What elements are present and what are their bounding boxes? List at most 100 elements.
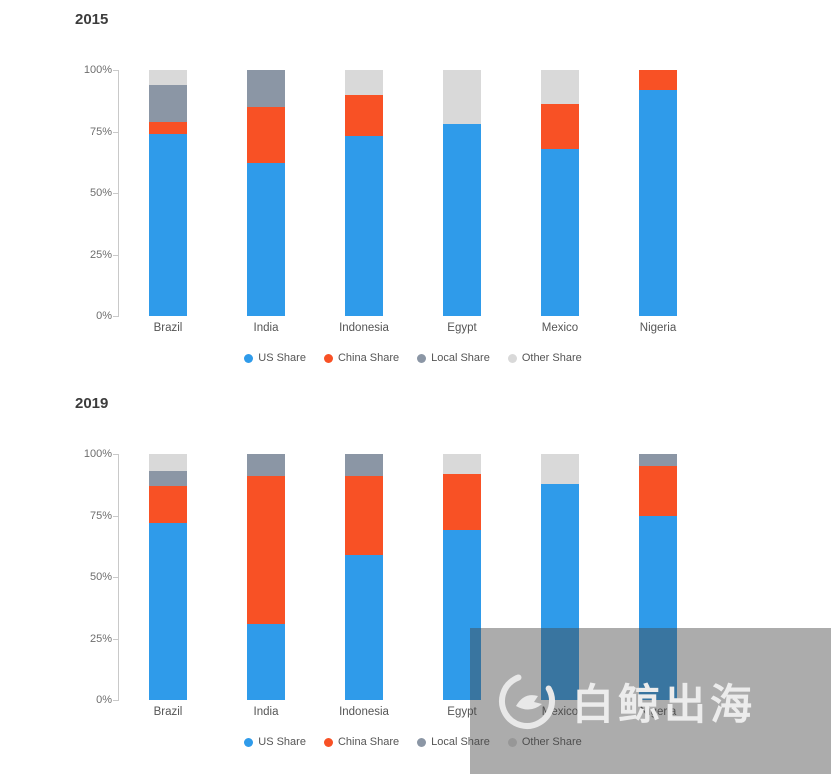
segment-local-share-nigeria[interactable]	[639, 454, 677, 467]
segment-china-share-indonesia[interactable]	[345, 94, 383, 137]
segment-other-share-mexico[interactable]	[541, 70, 579, 105]
legend-item-china-share[interactable]: China Share	[323, 352, 399, 364]
x-axis-label-egypt: Egypt	[447, 322, 477, 334]
segment-us-share-india[interactable]	[247, 623, 285, 700]
bar-brazil[interactable]	[149, 454, 187, 700]
chart-body: 100% 75% 50% 25% 0%	[75, 448, 707, 706]
x-axis-labels: Brazil India Indonesia Egypt Mexico Nigeria	[119, 706, 707, 718]
segment-china-share-indonesia[interactable]	[345, 476, 383, 555]
y-axis-label: 50%	[89, 187, 112, 199]
segment-us-share-mexico[interactable]	[541, 148, 579, 316]
x-axis-label-egypt: Egypt	[447, 706, 477, 718]
chart-body: 100% 75% 50% 25% 0%	[75, 64, 707, 322]
legend-item-us-share[interactable]: US Share	[244, 736, 306, 748]
bar-mexico[interactable]	[541, 70, 579, 316]
bar-slot	[413, 454, 511, 700]
segment-us-share-brazil[interactable]	[149, 133, 187, 316]
y-axis-label: 100%	[83, 448, 112, 460]
segment-other-share-mexico[interactable]	[541, 454, 579, 484]
segment-china-share-nigeria[interactable]	[639, 70, 677, 90]
segment-china-share-india[interactable]	[247, 106, 285, 164]
legend-label: Local Share	[431, 736, 490, 748]
segment-local-share-india[interactable]	[247, 70, 285, 107]
bar-india[interactable]	[247, 454, 285, 700]
segment-china-share-india[interactable]	[247, 476, 285, 624]
bar-slot	[315, 454, 413, 700]
segment-china-share-egypt[interactable]	[443, 473, 481, 531]
x-axis-label-brazil: Brazil	[153, 706, 183, 718]
bar-nigeria[interactable]	[639, 70, 677, 316]
legend-label: Local Share	[431, 352, 490, 364]
bar-slot	[217, 454, 315, 700]
bar-nigeria[interactable]	[639, 454, 677, 700]
y-axis: 100% 75% 50% 25% 0%	[75, 64, 118, 322]
segment-us-share-egypt[interactable]	[443, 530, 481, 700]
legend-item-local-share[interactable]: Local Share	[417, 736, 490, 748]
legend-item-other-share[interactable]: Other Share	[507, 736, 582, 748]
segment-other-share-brazil[interactable]	[149, 70, 187, 85]
legend-label: US Share	[258, 736, 306, 748]
legend-item-china-share[interactable]: China Share	[323, 736, 400, 748]
legend-dot-local-share	[417, 353, 427, 363]
y-axis-label: 0%	[96, 310, 112, 322]
axis-tick	[113, 638, 119, 640]
legend-item-us-share[interactable]: US Share	[244, 352, 306, 364]
bar-india[interactable]	[247, 70, 285, 316]
segment-us-share-egypt[interactable]	[443, 124, 481, 316]
whale-logo-icon	[499, 673, 555, 729]
bar-egypt[interactable]	[443, 454, 481, 700]
y-axis-label: 75%	[89, 509, 112, 522]
bar-mexico[interactable]	[541, 454, 579, 700]
y-axis-label: 25%	[89, 632, 112, 645]
x-axis-labels: Brazil India Indonesia Egypt Mexico Nigeria	[119, 322, 707, 334]
segment-other-share-egypt[interactable]	[443, 454, 481, 474]
bar-slot	[217, 70, 315, 316]
segment-us-share-nigeria[interactable]	[639, 515, 677, 700]
legend-label: China Share	[337, 736, 400, 748]
bar-slot	[609, 454, 707, 700]
segment-china-share-brazil[interactable]	[149, 121, 187, 134]
y-axis-label: 50%	[89, 571, 112, 583]
legend-item-local-share[interactable]: Local Share	[417, 352, 490, 364]
chart-2019: 2019 100% 75% 50% 25% 0% Brazil India Indonesi…	[0, 394, 831, 748]
segment-china-share-nigeria[interactable]	[639, 466, 677, 516]
segment-local-share-india[interactable]	[247, 454, 285, 477]
segment-china-share-brazil[interactable]	[149, 486, 187, 523]
segment-local-share-brazil[interactable]	[149, 84, 187, 122]
y-axis-label: 75%	[89, 125, 112, 138]
bar-egypt[interactable]	[443, 70, 481, 316]
legend-dot-other-share	[507, 353, 517, 363]
bar-slot	[119, 70, 217, 316]
x-axis-label-india: India	[253, 706, 279, 718]
plot-area	[113, 454, 707, 701]
segment-us-share-brazil[interactable]	[149, 522, 187, 700]
bar-slot	[511, 454, 609, 700]
segment-other-share-egypt[interactable]	[443, 70, 481, 125]
y-axis-label: 100%	[83, 64, 112, 76]
segment-us-share-nigeria[interactable]	[639, 89, 677, 316]
bar-slot	[315, 70, 413, 316]
axis-tick	[113, 515, 119, 517]
bar-indonesia[interactable]	[345, 454, 383, 700]
segment-other-share-brazil[interactable]	[149, 454, 187, 472]
axis-tick	[113, 454, 119, 455]
segment-us-share-mexico[interactable]	[541, 483, 579, 700]
legend-dot-china-share	[323, 737, 333, 747]
segment-us-share-india[interactable]	[247, 163, 285, 316]
legend-dot-us-share	[244, 353, 254, 363]
legend: US Share China Share Local Share Other Shar…	[119, 736, 707, 748]
segment-local-share-indonesia[interactable]	[345, 454, 383, 477]
bar-indonesia[interactable]	[345, 70, 383, 316]
x-axis-label-brazil: Brazil	[153, 322, 183, 334]
plot-area	[113, 70, 707, 317]
legend-item-other-share[interactable]: Other Share	[507, 352, 582, 364]
watermark-text: 白鲸出海	[572, 680, 757, 728]
segment-china-share-mexico[interactable]	[541, 104, 579, 149]
segment-local-share-brazil[interactable]	[149, 471, 187, 486]
segment-us-share-indonesia[interactable]	[345, 554, 383, 700]
segment-other-share-indonesia[interactable]	[345, 70, 383, 95]
chart-title-2015: 2015	[75, 11, 109, 28]
segment-us-share-indonesia[interactable]	[345, 136, 383, 316]
bar-slot	[413, 70, 511, 316]
bar-brazil[interactable]	[149, 70, 187, 316]
